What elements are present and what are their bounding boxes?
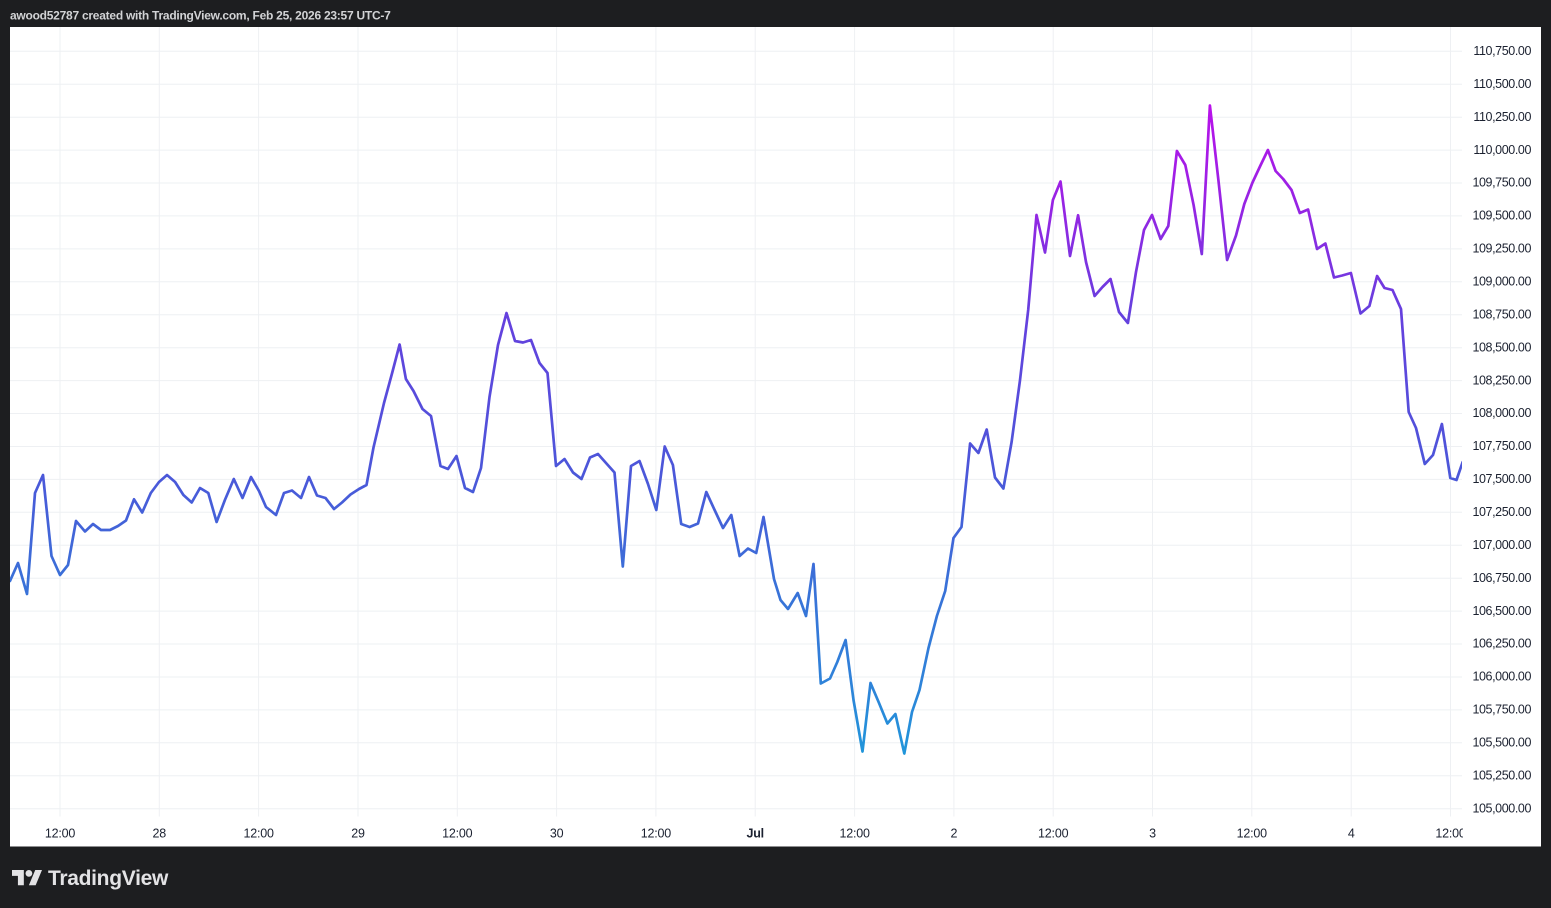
svg-text:29: 29 [351,827,365,841]
svg-text:106,500.00: 106,500.00 [1472,604,1531,618]
svg-text:109,250.00: 109,250.00 [1472,242,1531,256]
svg-text:12:00: 12:00 [641,827,672,841]
svg-text:105,750.00: 105,750.00 [1472,703,1531,717]
svg-text:Jul: Jul [746,827,763,841]
svg-text:12:00: 12:00 [243,827,274,841]
svg-text:12:00: 12:00 [839,827,870,841]
svg-text:12:00: 12:00 [1237,827,1268,841]
svg-text:2: 2 [951,827,958,841]
svg-text:12:00: 12:00 [45,827,76,841]
svg-text:107,750.00: 107,750.00 [1472,439,1531,453]
svg-text:108,500.00: 108,500.00 [1472,340,1531,354]
svg-text:30: 30 [550,827,564,841]
svg-text:108,000.00: 108,000.00 [1472,406,1531,420]
svg-text:107,000.00: 107,000.00 [1472,538,1531,552]
svg-text:105,250.00: 105,250.00 [1472,769,1531,783]
svg-text:109,500.00: 109,500.00 [1472,209,1531,223]
svg-text:107,250.00: 107,250.00 [1472,505,1531,519]
svg-text:awood52787 created with Tradin: awood52787 created with TradingView.com,… [10,8,391,22]
svg-text:12:00: 12:00 [442,827,473,841]
svg-text:110,750.00: 110,750.00 [1473,44,1531,58]
svg-text:109,750.00: 109,750.00 [1472,176,1531,190]
svg-text:12:00: 12:00 [1038,827,1069,841]
svg-text:106,750.00: 106,750.00 [1472,571,1531,585]
svg-text:110,500.00: 110,500.00 [1473,77,1531,91]
svg-text:107,500.00: 107,500.00 [1472,472,1531,486]
svg-text:108,750.00: 108,750.00 [1472,307,1531,321]
svg-text:105,500.00: 105,500.00 [1472,736,1531,750]
svg-text:109,000.00: 109,000.00 [1472,275,1531,289]
svg-text:110,000.00: 110,000.00 [1473,143,1531,157]
svg-text:4: 4 [1348,827,1355,841]
svg-text:3: 3 [1149,827,1156,841]
svg-text:106,000.00: 106,000.00 [1472,670,1531,684]
svg-text:TradingView: TradingView [48,867,169,890]
svg-text:105,000.00: 105,000.00 [1472,801,1531,815]
svg-text:110,250.00: 110,250.00 [1473,110,1531,124]
svg-text:12:00: 12:00 [1435,827,1466,841]
svg-text:106,250.00: 106,250.00 [1472,637,1531,651]
svg-text:28: 28 [153,827,167,841]
svg-text:108,250.00: 108,250.00 [1472,373,1531,387]
